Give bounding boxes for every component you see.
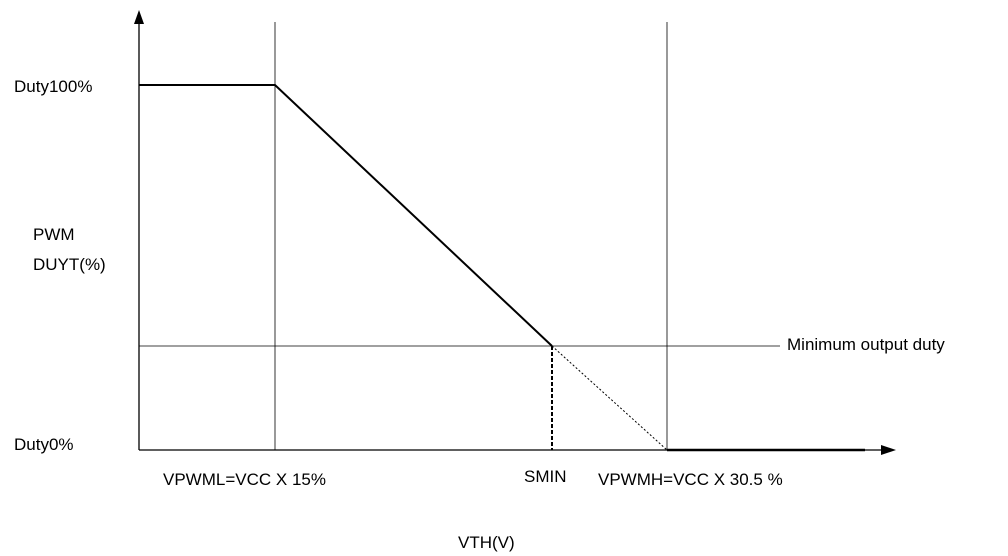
vpwmh-label: VPWMH=VCC X 30.5 % bbox=[598, 470, 783, 489]
vpwml-label: VPWML=VCC X 15% bbox=[163, 470, 326, 489]
smin-label: SMIN bbox=[524, 467, 567, 486]
min-duty-label: Minimum output duty bbox=[787, 335, 945, 354]
duty-curve bbox=[139, 84, 553, 347]
y-axis-label-line2: DUYT(%) bbox=[33, 255, 106, 274]
y-axis-label-line1: PWM bbox=[33, 225, 75, 244]
duty-100-label: Duty100% bbox=[14, 77, 92, 96]
x-axis-label: VTH(V) bbox=[458, 533, 515, 552]
duty-0-label: Duty0% bbox=[14, 435, 74, 454]
dotted-extension-line bbox=[551, 345, 668, 451]
y-axis-arrowhead bbox=[134, 10, 144, 24]
x-axis-arrowhead bbox=[881, 445, 896, 455]
